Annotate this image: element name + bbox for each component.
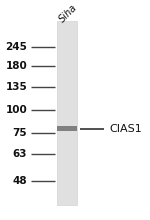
Text: 245: 245 (5, 42, 27, 52)
Text: 75: 75 (12, 128, 27, 138)
Text: Siha: Siha (57, 3, 79, 25)
Bar (57, 126, 77, 131)
Text: 135: 135 (5, 82, 27, 92)
Text: CIAS1: CIAS1 (110, 124, 142, 134)
Text: 48: 48 (12, 176, 27, 186)
Text: 63: 63 (13, 149, 27, 159)
Bar (57, 21, 77, 205)
Text: 100: 100 (5, 105, 27, 115)
Text: 180: 180 (5, 61, 27, 71)
